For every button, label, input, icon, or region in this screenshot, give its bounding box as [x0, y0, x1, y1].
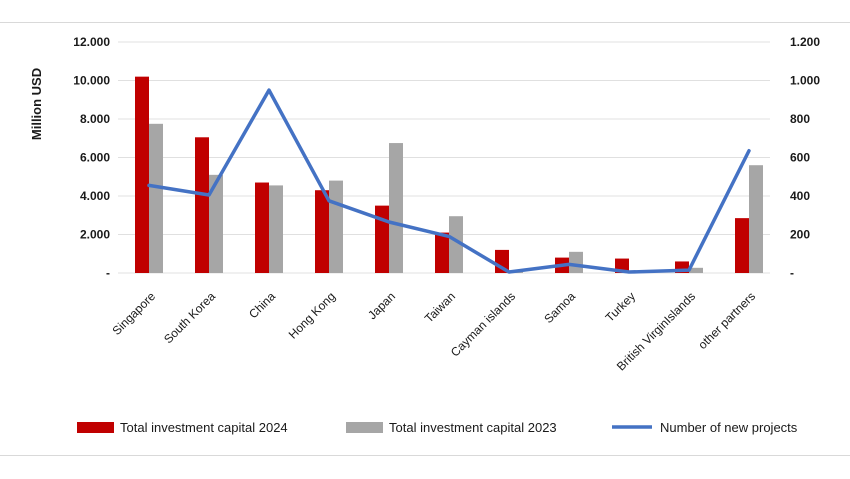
x-tick-label: Japan: [365, 289, 398, 322]
x-tick-label: Turkey: [603, 289, 639, 325]
bar-2024: [255, 182, 269, 273]
bar-2023: [329, 180, 343, 273]
y-tick-label: 6.000: [80, 151, 110, 165]
bar-2024: [315, 190, 329, 273]
bar-2024: [735, 218, 749, 273]
bar-2023: [269, 185, 283, 273]
bottom-divider: [0, 455, 850, 456]
x-tick-label: Cayman islands: [448, 289, 518, 359]
bar-2023: [209, 174, 223, 273]
y-tick-label: 4.000: [80, 189, 110, 203]
bar-2024: [375, 205, 389, 273]
bar-2023: [689, 267, 703, 273]
legend-label-2024: Total investment capital 2024: [120, 420, 288, 435]
y-tick-label: 2.000: [80, 228, 110, 242]
y2-tick-label: 600: [790, 151, 810, 165]
bar-2023: [149, 123, 163, 273]
y2-tick-label: 400: [790, 189, 810, 203]
x-tick-label: South Korea: [161, 289, 218, 346]
bar-2023: [389, 143, 403, 273]
top-divider: [0, 22, 850, 23]
bar-2023: [449, 216, 463, 273]
x-tick-label: Singapore: [110, 289, 159, 338]
x-tick-label: Hong Kong: [286, 289, 338, 341]
bar-2023: [749, 165, 763, 273]
x-tick-label: Taiwan: [422, 289, 458, 325]
legend-label-projects: Number of new projects: [660, 420, 798, 435]
legend-swatch-2024: [77, 422, 114, 433]
y2-tick-label: 200: [790, 228, 810, 242]
y-tick-label: 10.000: [73, 74, 110, 88]
x-tick-label: China: [246, 289, 278, 321]
y-axis-label: Million USD: [29, 68, 44, 140]
y2-tick-label: -: [790, 266, 794, 280]
y2-tick-label: 800: [790, 112, 810, 126]
y2-tick-label: 1.000: [790, 74, 820, 88]
legend-swatch-2023: [346, 422, 383, 433]
bar-2023: [569, 251, 583, 273]
legend-label-2023: Total investment capital 2023: [389, 420, 557, 435]
x-tick-label: Samoa: [541, 289, 578, 326]
y2-tick-label: 1.200: [790, 35, 820, 49]
y-tick-label: 12.000: [73, 35, 110, 49]
bar-2024: [135, 76, 149, 274]
y-tick-label: 8.000: [80, 112, 110, 126]
y-tick-label: -: [106, 266, 110, 280]
bar-2024: [675, 261, 689, 273]
bar-2024: [195, 137, 209, 273]
x-tick-label: other partners: [695, 289, 758, 352]
bar-2024: [435, 232, 449, 273]
